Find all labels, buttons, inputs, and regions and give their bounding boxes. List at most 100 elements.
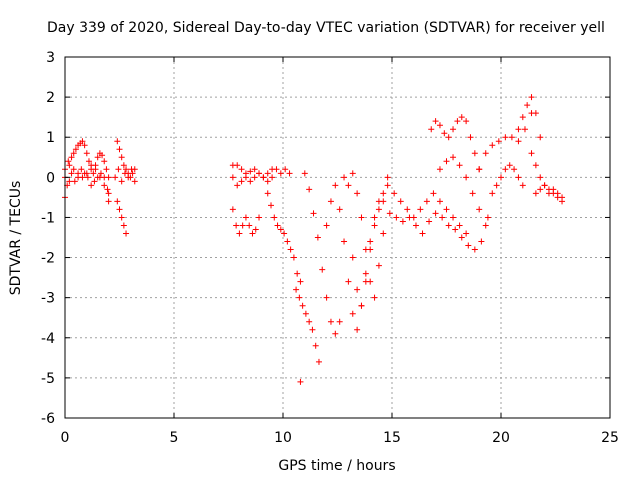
x-axis: 0 5 10 15 20 25 xyxy=(61,57,619,446)
data-point xyxy=(371,294,378,301)
data-point xyxy=(354,190,361,197)
x-tick-label: 15 xyxy=(383,430,401,446)
data-point xyxy=(66,178,73,185)
grid xyxy=(65,57,610,418)
data-point xyxy=(471,150,478,157)
data-point xyxy=(327,318,334,325)
data-point xyxy=(252,226,259,233)
data-point xyxy=(268,202,275,209)
data-point xyxy=(116,146,123,153)
data-point xyxy=(397,198,404,205)
data-point xyxy=(112,174,119,181)
data-point xyxy=(299,302,306,309)
series-arc-p xyxy=(380,198,491,253)
data-point xyxy=(281,230,288,237)
data-point xyxy=(463,174,470,181)
data-point xyxy=(277,226,284,233)
data-point xyxy=(323,294,330,301)
data-point xyxy=(105,190,112,197)
data-point xyxy=(541,182,548,189)
data-point xyxy=(380,198,387,205)
data-point xyxy=(384,174,391,181)
data-point xyxy=(83,150,90,157)
data-point xyxy=(297,378,304,385)
data-point xyxy=(66,162,73,169)
data-point xyxy=(314,234,321,241)
data-point xyxy=(537,174,544,181)
data-point xyxy=(121,170,128,177)
data-point xyxy=(125,174,132,181)
data-point xyxy=(233,222,240,229)
data-point xyxy=(519,182,526,189)
data-point xyxy=(269,174,276,181)
plot-frame xyxy=(64,56,611,419)
data-point xyxy=(469,190,476,197)
data-point xyxy=(286,170,293,177)
data-point xyxy=(294,270,301,277)
data-point xyxy=(458,114,465,121)
data-point xyxy=(84,174,91,181)
data-point xyxy=(354,326,361,333)
x-tick-label: 20 xyxy=(492,430,510,446)
data-point xyxy=(88,182,95,189)
data-point xyxy=(78,166,85,173)
data-point xyxy=(238,166,245,173)
series-arc-f xyxy=(114,198,130,237)
data-point xyxy=(115,166,122,173)
data-point xyxy=(412,222,419,229)
data-point xyxy=(97,170,104,177)
series-arc-k xyxy=(293,286,322,365)
data-point xyxy=(532,190,539,197)
data-point xyxy=(554,190,561,197)
data-point xyxy=(260,174,267,181)
data-point xyxy=(443,158,450,165)
data-point xyxy=(282,166,289,173)
data-point xyxy=(251,174,258,181)
y-tick-label: -4 xyxy=(41,331,55,347)
data-point xyxy=(287,246,294,253)
data-point xyxy=(482,222,489,229)
data-point xyxy=(537,134,544,141)
series-arc-e xyxy=(112,166,138,185)
data-point xyxy=(345,182,352,189)
data-point xyxy=(319,266,326,273)
data-point xyxy=(103,166,110,173)
data-point xyxy=(502,134,509,141)
data-point xyxy=(358,302,365,309)
data-point xyxy=(123,166,130,173)
data-point xyxy=(341,238,348,245)
data-point xyxy=(247,168,254,175)
data-point xyxy=(393,214,400,221)
data-point xyxy=(515,138,522,145)
data-point xyxy=(476,166,483,173)
data-point xyxy=(384,182,391,189)
data-point xyxy=(417,206,424,213)
data-point xyxy=(532,110,539,117)
data-point xyxy=(79,174,86,181)
series-arc-i xyxy=(229,206,263,237)
data-point xyxy=(72,146,79,153)
data-point xyxy=(246,222,253,229)
data-point xyxy=(120,162,127,169)
data-point xyxy=(332,182,339,189)
data-point xyxy=(85,158,92,165)
data-point xyxy=(341,174,348,181)
data-point xyxy=(367,246,374,253)
y-tick-label: -6 xyxy=(41,411,55,427)
data-point xyxy=(70,166,77,173)
data-point xyxy=(482,150,489,157)
data-point xyxy=(545,190,552,197)
data-point xyxy=(70,150,77,157)
data-point xyxy=(264,190,271,197)
data-point xyxy=(306,186,313,193)
data-point xyxy=(423,198,430,205)
data-point xyxy=(274,222,281,229)
data-point xyxy=(484,214,491,221)
series-arc-n xyxy=(341,170,387,301)
data-point xyxy=(234,182,241,189)
data-point xyxy=(362,278,369,285)
data-point xyxy=(443,206,450,213)
data-point xyxy=(358,214,365,221)
data-point xyxy=(129,170,136,177)
data-point xyxy=(515,174,522,181)
